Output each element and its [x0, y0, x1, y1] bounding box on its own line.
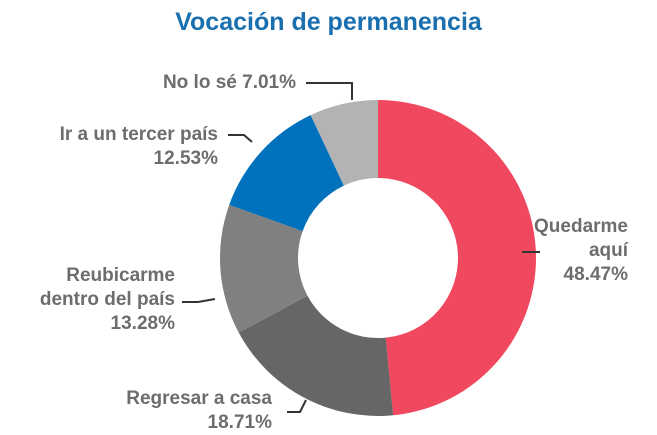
donut-slice	[378, 100, 536, 416]
donut-slice	[219, 204, 308, 333]
donut-slice	[310, 100, 378, 186]
value-label: 13.28%	[110, 313, 175, 334]
slice-label: Ir a un tercer país 12.53%	[0, 123, 218, 171]
category-label: Reubicarme dentro del país	[39, 265, 175, 310]
value-label: 7.01%	[242, 72, 296, 93]
leader-line	[182, 298, 216, 303]
slice-label: Reubicarme dentro del país 13.28%	[5, 264, 175, 336]
value-label: 12.53%	[153, 148, 218, 169]
category-label: No lo sé	[162, 72, 237, 93]
slice-label: Regresar a casa 18.71%	[52, 387, 272, 435]
category-label: Regresar a casa	[126, 388, 272, 409]
value-label: 48.47%	[563, 264, 628, 285]
category-label: Ir a un tercer país	[59, 124, 218, 145]
value-label: 18.71%	[207, 412, 272, 433]
slice-label: Quedarme aquí 48.47%	[528, 215, 628, 287]
chart-title: Vocación de permanencia	[175, 8, 482, 36]
leader-line	[228, 134, 253, 143]
slice-label: No lo sé 7.01%	[96, 71, 296, 95]
category-label: Quedarme aquí	[534, 216, 628, 261]
donut-slice	[229, 115, 344, 232]
leader-line	[287, 399, 307, 413]
donut-slice	[238, 295, 394, 416]
leader-line	[306, 82, 353, 100]
